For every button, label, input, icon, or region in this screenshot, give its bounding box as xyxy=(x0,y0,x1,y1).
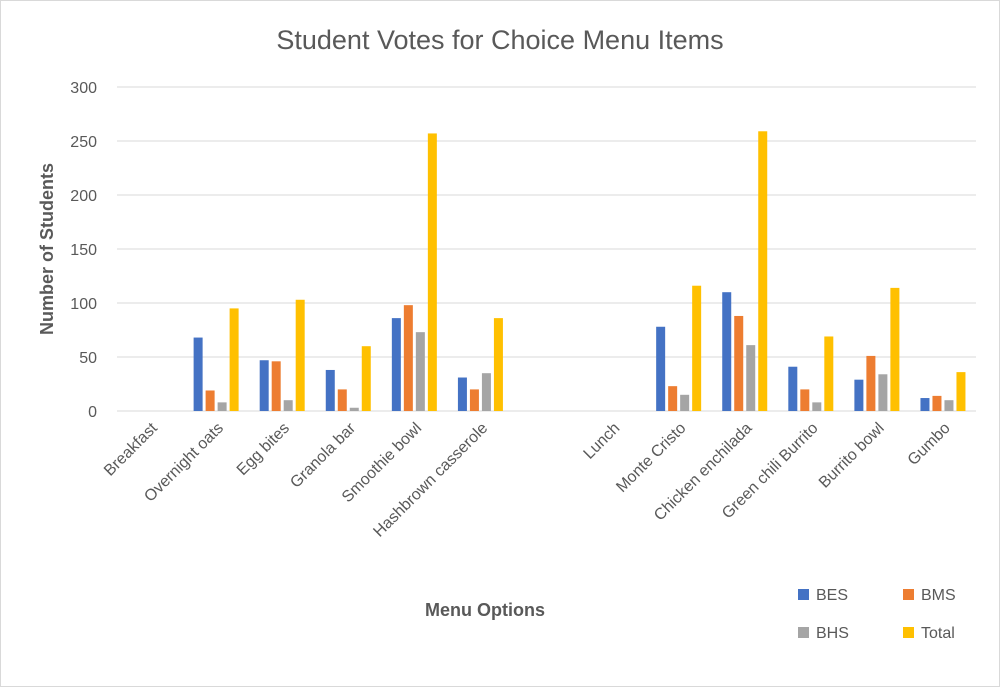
x-tick-label: Granola bar xyxy=(287,419,359,491)
x-tick-label: Gumbo xyxy=(905,420,954,469)
bar-total xyxy=(295,299,305,411)
y-tick-label: 250 xyxy=(70,134,97,151)
legend-label-total: Total xyxy=(921,625,955,642)
bar-total xyxy=(361,346,371,411)
bar-bhs xyxy=(415,332,425,411)
legend-swatch-bms xyxy=(903,589,914,600)
x-tick-label: Breakfast xyxy=(101,419,161,479)
bar-total xyxy=(890,287,900,411)
x-tick-label: Lunch xyxy=(581,420,624,463)
bar-bes xyxy=(391,318,401,411)
chart-title: Student Votes for Choice Menu Items xyxy=(276,25,723,55)
y-tick-label: 0 xyxy=(88,404,97,421)
bar-bms xyxy=(866,355,876,411)
bar-bhs xyxy=(217,402,227,411)
y-tick-label: 200 xyxy=(70,188,97,205)
bar-bes xyxy=(788,366,798,411)
x-tick-label: Hashbrown casserole xyxy=(370,420,491,541)
bar-total xyxy=(824,336,834,411)
x-tick-label: Egg bites xyxy=(234,420,293,479)
legend-swatch-total xyxy=(903,627,914,638)
bar-total xyxy=(229,308,239,411)
bar-bms xyxy=(337,389,347,411)
x-tick-label: Burrito bowl xyxy=(816,420,888,492)
bar-total xyxy=(956,372,966,411)
legend-label-bes: BES xyxy=(816,587,848,604)
bar-bhs xyxy=(680,394,690,411)
bar-bhs xyxy=(812,402,822,411)
bar-bes xyxy=(457,377,467,411)
y-tick-label: 150 xyxy=(70,242,97,259)
bar-bms xyxy=(734,315,744,411)
bar-bms xyxy=(205,390,215,411)
x-axis-label: Menu Options xyxy=(425,600,545,620)
legend-label-bhs: BHS xyxy=(816,625,849,642)
y-tick-labels: 0 50 100 150 200 250 300 xyxy=(70,80,97,421)
bar-bes xyxy=(854,379,864,411)
bar-bhs xyxy=(349,407,359,411)
bar-bms xyxy=(800,389,810,411)
bar-bms xyxy=(469,389,479,411)
legend-swatch-bes xyxy=(798,589,809,600)
bars xyxy=(193,131,966,411)
legend-label-bms: BMS xyxy=(921,587,956,604)
gridlines xyxy=(117,86,976,412)
bar-total xyxy=(758,131,768,411)
bar-bes xyxy=(722,292,732,411)
legend: BES BMS BHS Total xyxy=(798,587,956,642)
bar-bes xyxy=(656,326,666,411)
bar-bms xyxy=(932,395,942,411)
bar-bes xyxy=(920,398,930,411)
bar-bhs xyxy=(481,373,491,411)
bar-bes xyxy=(325,369,335,411)
bar-bes xyxy=(259,360,269,411)
y-axis-label: Number of Students xyxy=(37,163,57,335)
y-tick-label: 100 xyxy=(70,296,97,313)
bar-bhs xyxy=(283,400,293,411)
bar-bhs xyxy=(878,374,888,411)
bar-total xyxy=(692,285,702,411)
legend-swatch-bhs xyxy=(798,627,809,638)
bar-total xyxy=(427,133,437,411)
y-tick-label: 50 xyxy=(79,350,97,367)
bar-bhs xyxy=(944,400,954,411)
bar-bhs xyxy=(746,345,756,411)
bar-bes xyxy=(193,337,203,411)
bar-bms xyxy=(271,361,281,411)
bar-bms xyxy=(403,305,413,411)
bar-total xyxy=(493,318,503,411)
y-tick-label: 300 xyxy=(70,80,97,97)
bar-bms xyxy=(668,386,678,411)
